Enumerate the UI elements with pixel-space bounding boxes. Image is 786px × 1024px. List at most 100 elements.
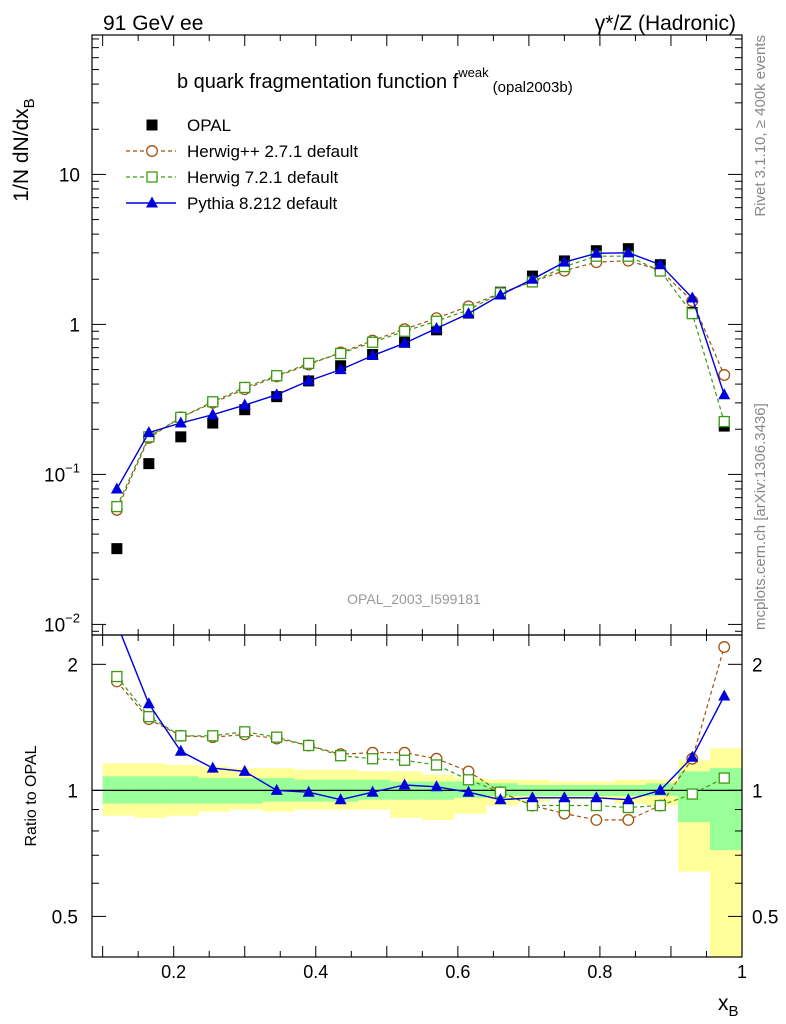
y-tick-label-ratio-right: 2 xyxy=(752,655,763,676)
ratio-point-herwig7 xyxy=(430,759,443,771)
main-point-opal xyxy=(175,431,187,443)
y-tick-label-main: 1 xyxy=(69,315,80,336)
plot-title: b quark fragmentation function fweak (opa… xyxy=(177,65,573,96)
main-point-pythia xyxy=(622,246,635,258)
main-point-opal xyxy=(143,458,155,470)
main-y-axis-label: 1/N dN/dxB xyxy=(10,98,38,201)
ratio-point-herwig7 xyxy=(111,670,123,683)
main-point-pythia xyxy=(526,272,539,284)
header-right-label: γ*/Z (Hadronic) xyxy=(595,12,736,35)
y-tick-label-ratio: 1 xyxy=(67,781,78,802)
main-y-axis-label-text: 1/N dN/dx xyxy=(10,108,33,202)
legend-marker-herwig7 xyxy=(146,171,158,183)
ratio-point-pythia xyxy=(142,697,155,709)
ratio-point-pythia xyxy=(622,793,635,805)
legend-marker-herwigpp xyxy=(146,145,158,157)
main-point-herwigpp xyxy=(718,369,731,381)
y-tick-label-base: 1 xyxy=(69,315,80,336)
main-point-pythia xyxy=(174,416,187,428)
ratio-point-herwig7 xyxy=(207,730,219,742)
main-point-herwig7 xyxy=(207,396,219,408)
main-point-pythia xyxy=(718,388,731,400)
main-point-pythia xyxy=(494,288,507,300)
main-plot-panel: 10−2 10−1 1 10 b quark fragmentation functi… xyxy=(10,34,743,636)
y-tick-label-exp: −1 xyxy=(65,460,80,475)
main-point-herwig7 xyxy=(111,500,123,513)
y-tick-label-main: 10−2 xyxy=(44,610,80,636)
ratio-point-pythia xyxy=(334,793,347,805)
ratio-point-pythia xyxy=(718,689,731,701)
ratio-point-herwig7 xyxy=(462,774,475,786)
ratio-line-pythia xyxy=(120,634,725,801)
ratio-point-herwig7 xyxy=(654,799,666,812)
ratio-point-pythia xyxy=(398,778,411,790)
header-left-label: 91 GeV ee xyxy=(103,12,203,35)
main-point-pythia xyxy=(430,321,443,333)
ratio-point-pythia xyxy=(366,785,379,797)
legend-label-pythia: Pythia 8.212 default xyxy=(187,194,338,213)
main-point-pythia xyxy=(558,255,571,267)
main-point-pythia xyxy=(238,398,251,410)
main-point-pythia xyxy=(654,258,667,270)
main-point-pythia xyxy=(334,363,347,375)
ratio-point-herwig7 xyxy=(303,739,315,752)
ratio-point-pythia xyxy=(206,761,219,773)
legend-marker-opal xyxy=(146,119,158,131)
main-line-pythia xyxy=(116,252,725,490)
legend-label-herwig7: Herwig 7.2.1 default xyxy=(187,168,338,187)
legend-label-opal: OPAL xyxy=(187,116,231,135)
mcplots-source-label: mcplots.cern.ch [arXiv:1306.3436] xyxy=(752,403,769,630)
main-point-herwig7 xyxy=(398,325,411,337)
main-series-opal xyxy=(111,243,730,555)
x-tick-label: 1 xyxy=(737,962,747,982)
x-tick-label: 0.8 xyxy=(587,962,612,982)
main-point-opal xyxy=(111,543,123,555)
main-point-pythia xyxy=(142,426,155,438)
ratio-point-herwig7 xyxy=(398,754,411,766)
watermark-label: OPAL_2003_I599181 xyxy=(347,591,481,607)
ratio-point-pythia xyxy=(494,793,507,805)
ratio-point-pythia xyxy=(302,785,315,797)
ratio-point-herwig7 xyxy=(686,788,698,800)
main-point-herwig7 xyxy=(334,347,347,360)
main-point-herwig7 xyxy=(239,381,251,394)
ratio-point-pythia xyxy=(654,783,667,795)
main-point-opal xyxy=(207,417,219,429)
main-point-pythia xyxy=(110,482,123,494)
ratio-point-pythia xyxy=(270,783,283,795)
y-tick-label-ratio: 2 xyxy=(67,655,78,676)
ratio-point-herwig7 xyxy=(175,730,187,742)
ratio-series-herwig7 xyxy=(111,670,730,814)
ratio-point-pythia xyxy=(238,764,251,776)
main-point-pythia xyxy=(462,307,475,319)
main-point-pythia xyxy=(270,388,283,400)
ratio-plot-frame xyxy=(91,634,743,958)
plot-title-main: b quark fragmentation function f xyxy=(177,71,459,93)
main-point-herwig7 xyxy=(366,336,379,348)
ratio-point-pythia xyxy=(558,791,571,803)
ratio-point-herwig7 xyxy=(718,772,730,784)
ratio-point-herwigpp xyxy=(718,641,731,653)
main-point-pythia xyxy=(366,349,379,361)
plot-title-sup: weak xyxy=(457,65,489,80)
main-point-pythia xyxy=(206,408,219,420)
x-tick-label: 0.6 xyxy=(445,962,470,982)
ratio-series-pythia xyxy=(120,634,731,805)
ratio-point-pythia xyxy=(686,750,699,762)
main-point-pythia xyxy=(686,291,699,303)
main-line-herwig7 xyxy=(116,255,725,507)
ratio-point-herwigpp xyxy=(590,813,603,826)
ratio-point-herwig7 xyxy=(366,753,379,765)
y-tick-label-ratio: 0.5 xyxy=(52,907,78,928)
ratio-point-herwigpp xyxy=(622,813,635,826)
y-tick-label-main: 10−1 xyxy=(44,460,80,486)
main-point-pythia xyxy=(590,246,603,258)
ratio-point-pythia xyxy=(174,744,187,756)
main-point-herwig7 xyxy=(303,357,315,370)
y-tick-label-base: 10 xyxy=(59,165,80,186)
x-tick-label: 0.2 xyxy=(161,962,186,982)
ratio-plot-panel: 0.2 0.4 0.6 0.8 1 0.5 0.5 1 1 2 2 Ratio to OPAL xB xyxy=(23,634,778,1020)
x-tick-label: 0.4 xyxy=(303,962,328,982)
main-series-pythia xyxy=(110,246,731,494)
